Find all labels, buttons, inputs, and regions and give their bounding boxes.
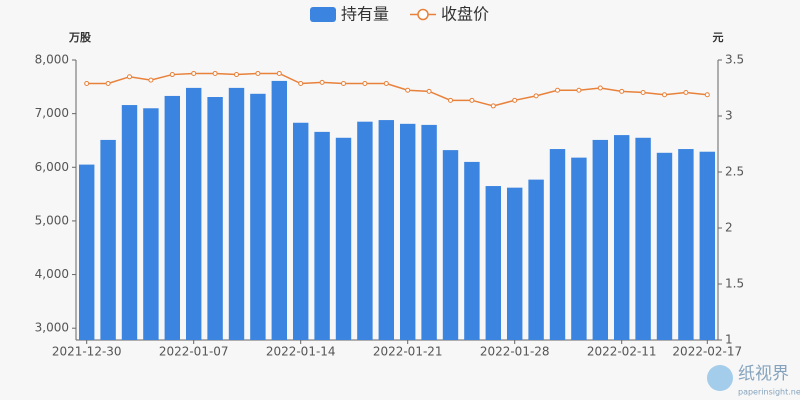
bar xyxy=(100,139,116,340)
bar xyxy=(271,80,288,340)
bar xyxy=(421,124,437,341)
y2-tick-label: 3.5 xyxy=(725,53,744,67)
bar xyxy=(571,157,587,340)
price-point xyxy=(490,103,496,109)
y-tick-label: 6,000 xyxy=(35,160,69,174)
y2-tick-label: 3 xyxy=(725,109,733,123)
bar xyxy=(464,161,480,340)
bar xyxy=(143,108,159,340)
bar xyxy=(528,179,544,340)
bar xyxy=(399,123,416,340)
price-point xyxy=(704,92,710,98)
x-tick-label: 2021-12-30 xyxy=(52,345,122,359)
price-point xyxy=(469,97,475,103)
bar xyxy=(442,150,459,340)
price-point xyxy=(512,97,518,103)
price-point xyxy=(555,87,560,93)
y-tick-label: 8,000 xyxy=(35,53,69,67)
price-point xyxy=(683,89,689,95)
x-tick-label: 2022-02-11 xyxy=(587,345,657,359)
y-tick-label: 3,000 xyxy=(35,321,69,335)
x-tick-label: 2022-02-17 xyxy=(672,345,742,359)
y2-tick-label: 1.5 xyxy=(725,277,744,291)
bar xyxy=(357,121,373,340)
price-point xyxy=(148,77,154,83)
bar xyxy=(699,151,716,340)
bar xyxy=(506,187,523,340)
y2-tick-label: 1 xyxy=(725,333,733,347)
y2-tick-label: 2.5 xyxy=(725,165,744,179)
bar xyxy=(228,87,245,340)
watermark: 纸视界 paperinsight.net xyxy=(707,364,800,397)
x-tick-label: 2022-01-28 xyxy=(480,345,550,359)
price-point xyxy=(276,70,282,76)
price-point xyxy=(576,87,582,93)
bar xyxy=(314,131,330,340)
price-point xyxy=(426,88,432,94)
bar xyxy=(635,137,651,340)
legend-label: 持有量 xyxy=(341,5,389,24)
x-tick-label: 2022-01-21 xyxy=(373,345,443,359)
price-point xyxy=(212,70,218,76)
price-point xyxy=(383,81,389,87)
bar xyxy=(292,122,309,340)
y-tick-label: 7,000 xyxy=(35,106,69,120)
bar xyxy=(485,186,502,340)
price-point xyxy=(405,87,411,93)
bar xyxy=(185,87,202,340)
bar xyxy=(78,164,95,340)
y-tick-label: 4,000 xyxy=(35,267,69,281)
bar xyxy=(164,95,181,341)
bar xyxy=(378,120,395,340)
price-point xyxy=(533,93,539,99)
price-point xyxy=(127,74,132,80)
price-point xyxy=(255,70,261,76)
price-point xyxy=(362,81,368,87)
price-point xyxy=(319,79,325,85)
price-line xyxy=(86,72,708,107)
legend-swatch xyxy=(417,8,429,21)
price-point xyxy=(619,88,625,94)
price-point xyxy=(597,85,603,91)
bar xyxy=(656,152,673,340)
y-tick-label: 5,000 xyxy=(35,213,69,227)
x-tick-label: 2022-01-07 xyxy=(159,345,229,359)
price-point xyxy=(298,81,304,87)
bar xyxy=(250,93,266,340)
legend-swatch xyxy=(310,7,336,22)
bar xyxy=(335,137,352,340)
y2-axis-title: 元 xyxy=(713,31,724,44)
bar xyxy=(613,135,630,340)
price-point xyxy=(169,72,175,78)
price-point xyxy=(234,72,239,78)
bar xyxy=(549,149,566,340)
price-point xyxy=(191,70,197,76)
watermark-brand: 纸视界 xyxy=(738,364,789,384)
bar xyxy=(207,97,223,340)
watermark-logo xyxy=(707,365,733,391)
x-tick-label: 2022-01-14 xyxy=(266,345,336,359)
price-point xyxy=(84,81,90,87)
price-point xyxy=(105,81,111,87)
price-point xyxy=(448,97,453,103)
legend-label: 收盘价 xyxy=(441,5,489,24)
price-point xyxy=(662,92,667,98)
price-point xyxy=(341,81,346,87)
watermark-site: paperinsight.net xyxy=(738,388,800,397)
y2-tick-label: 2 xyxy=(725,221,733,235)
bar xyxy=(121,105,138,341)
y-axis-title: 万股 xyxy=(68,31,92,44)
bar xyxy=(678,149,694,340)
bar xyxy=(592,139,609,340)
price-point xyxy=(640,89,646,95)
